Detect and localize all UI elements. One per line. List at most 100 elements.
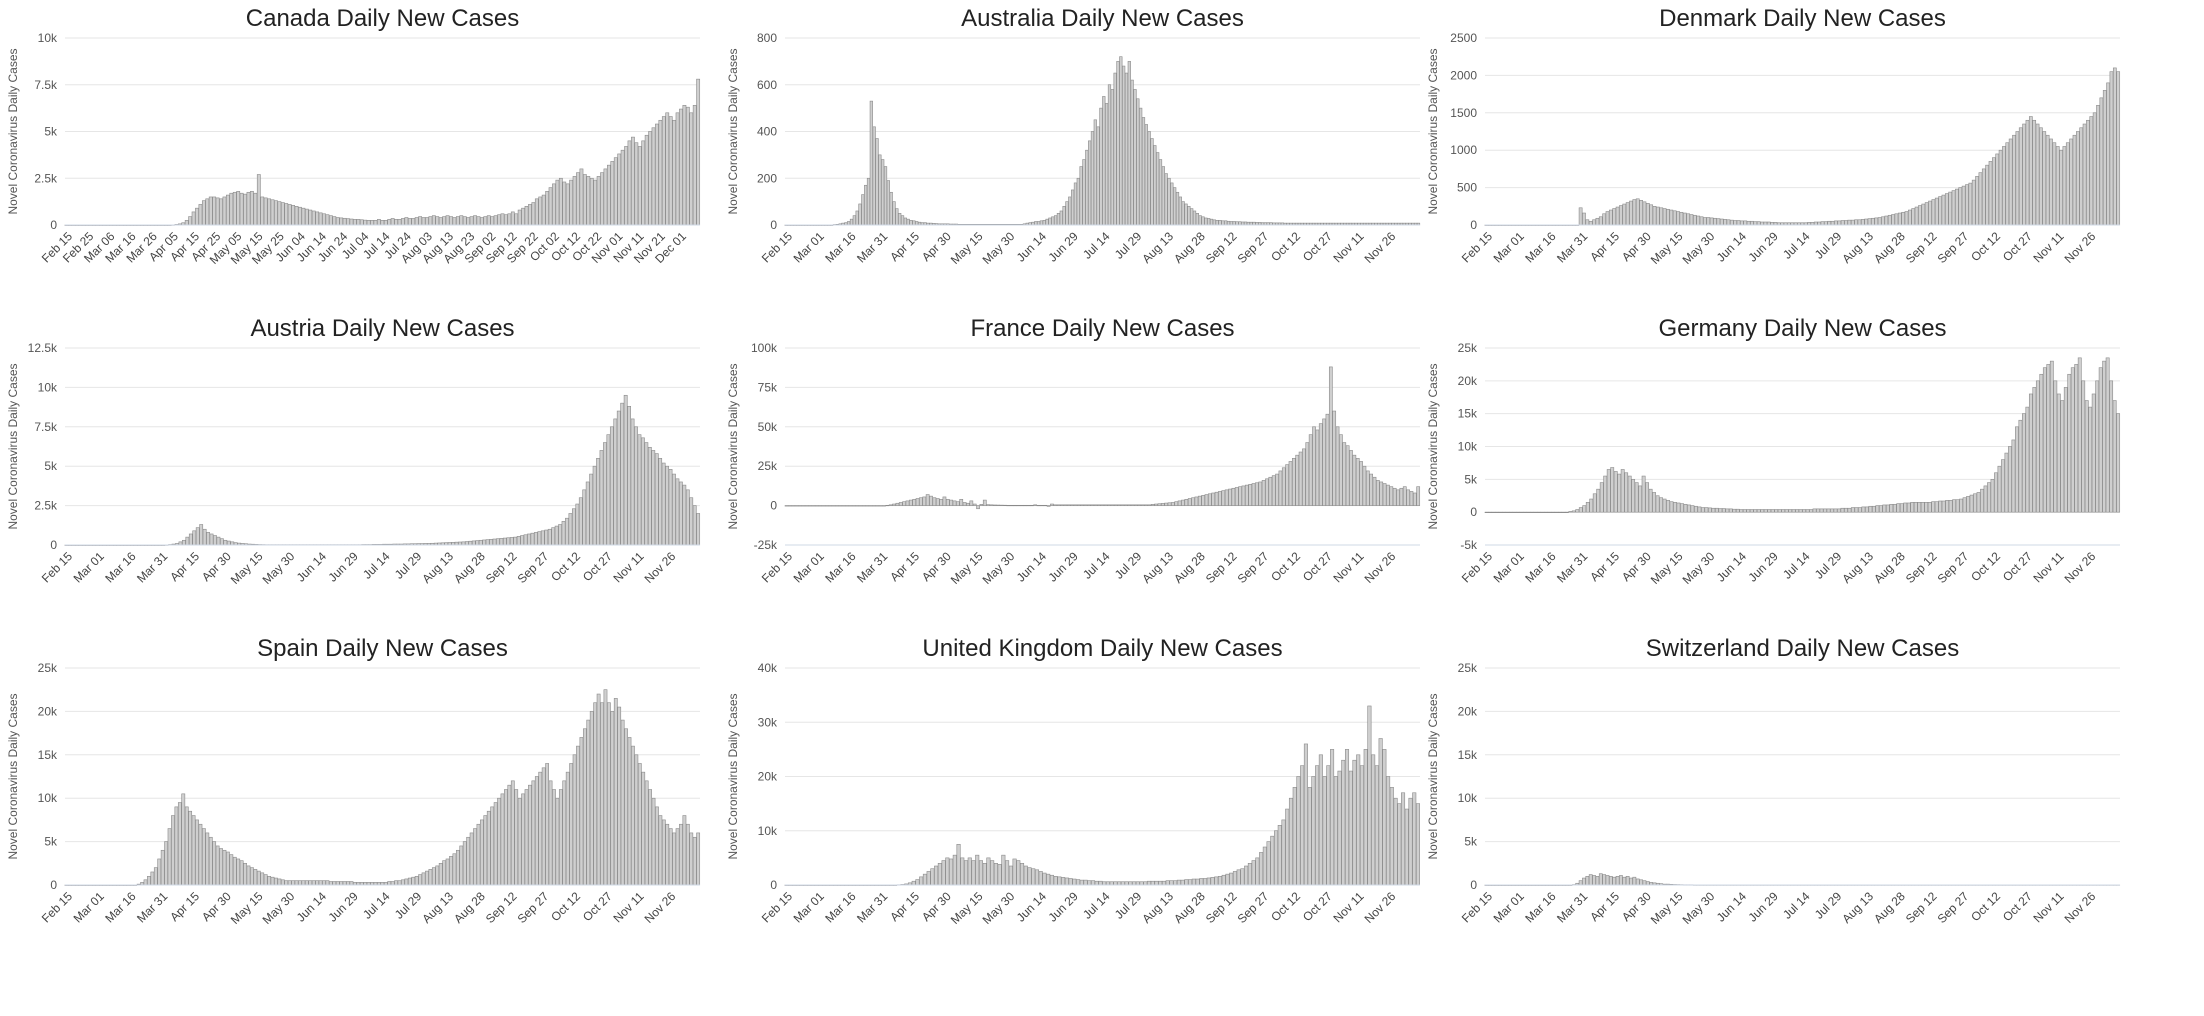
bar — [905, 500, 910, 506]
bar — [1662, 498, 1667, 513]
bar — [370, 220, 374, 226]
bar — [1087, 880, 1092, 886]
bar — [1823, 508, 1827, 513]
x-tick-label: Aug 13 — [1839, 549, 1876, 586]
bar — [1894, 213, 1899, 226]
bar — [209, 533, 214, 546]
bar — [167, 828, 172, 886]
bar — [1176, 879, 1181, 886]
bar — [555, 179, 560, 226]
bar — [1931, 501, 1936, 513]
x-tick-label: Oct 12 — [1268, 229, 1303, 264]
x-tick-label: Aug 13 — [1139, 229, 1176, 266]
bar — [558, 177, 563, 226]
bar — [1871, 217, 1875, 226]
x-tick-label: Nov 26 — [1362, 549, 1399, 586]
bar — [685, 489, 690, 546]
x-tick-label: Feb 15 — [39, 889, 76, 926]
bar — [452, 217, 457, 226]
bar — [205, 832, 210, 886]
bar — [1899, 503, 1904, 513]
bar — [462, 841, 467, 886]
y-tick-label: 25k — [1458, 341, 1478, 355]
bar — [1082, 159, 1086, 226]
x-tick-label: Nov 11 — [2030, 229, 2066, 265]
bar — [1102, 96, 1106, 226]
bar — [1924, 502, 1929, 513]
bar — [1094, 880, 1099, 886]
bar — [469, 216, 474, 226]
bar — [1281, 819, 1286, 886]
bar — [328, 215, 333, 226]
x-tick-label: Mar 16 — [822, 889, 859, 926]
bar — [191, 211, 196, 226]
x-tick-label: Mar 01 — [71, 889, 108, 926]
bar — [963, 860, 969, 886]
bar — [1795, 509, 1800, 513]
bar — [506, 537, 511, 546]
x-tick-label: May 30 — [980, 229, 1018, 267]
bar — [1167, 502, 1172, 506]
bar — [492, 538, 497, 546]
bar — [246, 191, 251, 226]
bar — [1505, 511, 1510, 513]
bar — [903, 217, 907, 226]
bar — [651, 127, 656, 226]
bar — [1603, 475, 1608, 513]
bar — [284, 203, 289, 226]
bar — [534, 532, 538, 546]
bar — [1965, 184, 1969, 226]
x-tick-label: Jul 14 — [1780, 889, 1813, 922]
bar — [1659, 497, 1663, 513]
bar — [504, 214, 508, 226]
bar — [184, 806, 189, 886]
bar — [1344, 749, 1350, 886]
bar — [1767, 509, 1772, 513]
bar — [579, 168, 584, 226]
y-tick-label: 0 — [1470, 218, 1477, 232]
bar — [1160, 503, 1165, 506]
bar — [1408, 797, 1413, 886]
bar — [858, 203, 862, 226]
bar — [1854, 507, 1859, 513]
bar — [181, 793, 186, 886]
bar — [2067, 373, 2072, 513]
bar — [607, 164, 611, 226]
bar — [520, 535, 525, 546]
bar — [232, 191, 237, 226]
bar — [1171, 502, 1175, 506]
y-tick-label: 75k — [758, 380, 778, 394]
bar — [1694, 505, 1698, 513]
bar — [942, 496, 947, 506]
bar — [1083, 879, 1088, 886]
bar — [1144, 124, 1148, 226]
x-tick-label: Apr 15 — [887, 229, 922, 264]
bar — [1716, 218, 1721, 226]
bar — [1068, 196, 1072, 226]
bar — [1261, 480, 1266, 506]
bar — [1676, 502, 1681, 513]
bar — [1488, 511, 1492, 513]
bar — [1339, 434, 1343, 506]
x-tick-label: Feb 15 — [1459, 229, 1496, 266]
bar — [1585, 876, 1590, 886]
bar — [527, 533, 531, 546]
bar — [1311, 776, 1316, 886]
bar — [2032, 119, 2037, 226]
bar — [661, 819, 666, 886]
bar — [1096, 126, 1100, 226]
bar — [685, 823, 690, 886]
bar — [1164, 173, 1168, 226]
bar — [1743, 220, 1748, 226]
bar — [1080, 504, 1085, 506]
bar — [1554, 511, 1559, 513]
bar — [1642, 201, 1647, 226]
bar — [1238, 486, 1242, 506]
bar — [291, 205, 295, 226]
bar — [1703, 217, 1707, 226]
y-tick-label: 0 — [770, 878, 777, 892]
bar — [1240, 868, 1245, 886]
bar — [263, 197, 268, 226]
bar — [2045, 134, 2050, 226]
bar — [545, 191, 549, 226]
